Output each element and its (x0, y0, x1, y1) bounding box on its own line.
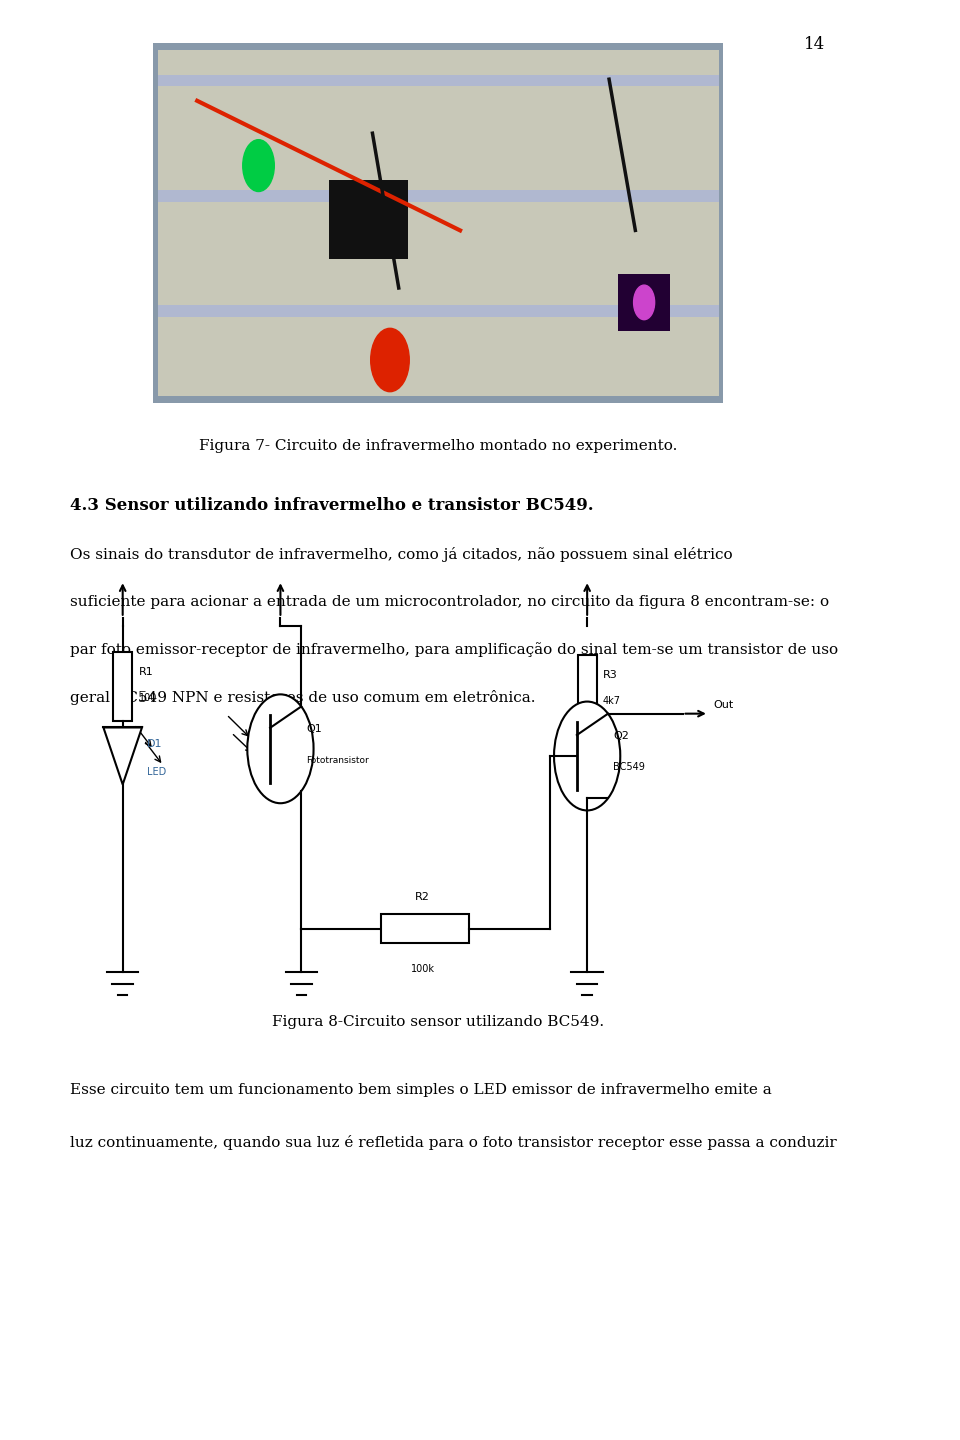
Circle shape (371, 328, 409, 392)
Bar (157, 305, 719, 317)
Circle shape (554, 701, 620, 811)
Text: par foto emissor-receptor de infravermelho, para amplificação do sinal tem-se um: par foto emissor-receptor de infravermel… (70, 642, 838, 657)
Bar (578, 655, 597, 724)
Bar (157, 50, 719, 396)
Text: Q1: Q1 (306, 723, 322, 733)
Text: LED: LED (147, 766, 166, 776)
Text: R1: R1 (138, 667, 154, 677)
Text: 100k: 100k (411, 963, 435, 973)
Circle shape (634, 285, 655, 320)
Text: Out: Out (713, 700, 733, 710)
Text: D1: D1 (147, 739, 163, 749)
Text: 100: 100 (138, 693, 156, 703)
Text: Fototransistor: Fototransistor (306, 756, 369, 765)
Bar (113, 652, 132, 721)
Circle shape (243, 140, 275, 192)
Bar (157, 75, 719, 86)
Text: 14: 14 (804, 36, 826, 53)
Bar (328, 180, 407, 259)
Text: R3: R3 (603, 670, 617, 680)
Text: 4k7: 4k7 (603, 696, 621, 706)
Polygon shape (104, 727, 142, 785)
Text: Os sinais do transdutor de infravermelho, como já citados, não possuem sinal elé: Os sinais do transdutor de infravermelho… (70, 547, 732, 562)
Text: Figura 8-Circuito sensor utilizando BC549.: Figura 8-Circuito sensor utilizando BC54… (272, 1015, 604, 1030)
Text: Q2: Q2 (612, 730, 629, 740)
Text: 4.3 Sensor utilizando infravermelho e transistor BC549.: 4.3 Sensor utilizando infravermelho e tr… (70, 497, 593, 514)
Text: Figura 7- Circuito de infravermelho montado no experimento.: Figura 7- Circuito de infravermelho mont… (199, 439, 678, 454)
Text: geral BC549 NPN e resistores de uso comum em eletrônica.: geral BC549 NPN e resistores de uso comu… (70, 690, 536, 704)
Text: BC549: BC549 (612, 762, 645, 772)
Circle shape (248, 694, 314, 804)
Text: suficiente para acionar a entrada de um microcontrolador, no circuito da figura : suficiente para acionar a entrada de um … (70, 595, 829, 609)
Bar (157, 190, 719, 202)
Bar (381, 914, 468, 943)
Text: R2: R2 (415, 891, 429, 901)
Text: luz continuamente, quando sua luz é refletida para o foto transistor receptor es: luz continuamente, quando sua luz é refl… (70, 1135, 837, 1149)
Bar (154, 43, 723, 403)
Bar (618, 274, 670, 331)
Text: Esse circuito tem um funcionamento bem simples o LED emissor de infravermelho em: Esse circuito tem um funcionamento bem s… (70, 1083, 772, 1097)
